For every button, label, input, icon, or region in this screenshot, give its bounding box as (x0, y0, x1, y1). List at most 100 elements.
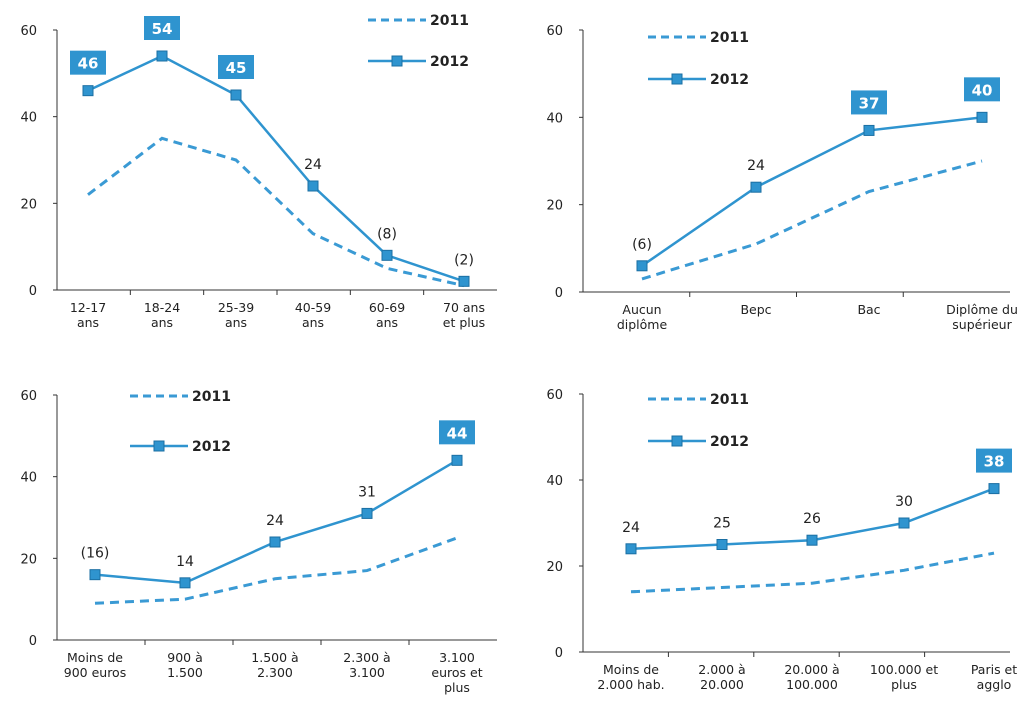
data-label: 37 (859, 94, 880, 112)
legend-label-2012: 2012 (430, 54, 469, 70)
data-label: 31 (358, 484, 376, 500)
x-tick-label: Bepc (740, 302, 771, 317)
data-point-2012 (307, 180, 319, 192)
y-tick-label: 40 (20, 471, 37, 486)
y-tick-label: 40 (20, 111, 37, 126)
data-point-2012 (156, 50, 168, 62)
series-line-2011 (630, 551, 995, 594)
data-label: 24 (747, 158, 765, 174)
data-point-2012 (381, 249, 393, 261)
data-label: 54 (152, 20, 173, 38)
x-tick-label: 3.100 euros et plus (431, 650, 482, 695)
x-tick-label: 2.300 à 3.100 (343, 650, 390, 680)
x-tick-label: 1.500 à 2.300 (251, 650, 298, 680)
data-point-2012 (976, 111, 988, 123)
legend-marker-2012 (391, 55, 403, 67)
legend-label-2012: 2012 (192, 439, 231, 455)
data-label: (16) (81, 546, 110, 562)
chart-panel-3: 0 20 40 60 Moins de 900 euros 900 à 1.500 1.500 … (20, 389, 497, 695)
x-tick-label: 12-17 ans (70, 300, 106, 330)
x-tick-label: Diplôme du supérieur (946, 302, 1018, 332)
data-label: 40 (972, 81, 993, 99)
legend-label-2012: 2012 (710, 72, 749, 88)
data-label-box (218, 55, 254, 79)
data-label: 25 (713, 516, 731, 532)
series-line-2011 (641, 159, 983, 281)
data-point-2012 (269, 536, 281, 548)
y-tick-label: 0 (29, 634, 37, 649)
data-point-2012 (750, 181, 762, 193)
y-tick-label: 20 (20, 552, 37, 567)
data-label: 24 (304, 157, 322, 173)
y-tick-label: 0 (555, 646, 563, 661)
data-label: 30 (895, 494, 913, 510)
y-tick-label: 0 (555, 286, 563, 301)
y-tick-label: 40 (546, 111, 563, 126)
legend-marker-2012 (671, 435, 683, 447)
data-label: (8) (377, 226, 397, 242)
legend-label-2011: 2011 (710, 392, 749, 408)
chart-panel-1: 0 20 40 60 12-17 ans 18-24 ans 25-39 ans 40-59 ans 6… (20, 13, 497, 330)
x-tick-label: Moins de 900 euros (64, 650, 126, 680)
chart-panel-2: 0 20 40 60 Aucun diplôme Bepc Bac Diplôme du supé… (546, 24, 1017, 332)
y-tick-label: 20 (546, 199, 563, 214)
x-tick-label: 100.000 et plus (870, 662, 938, 692)
data-point-2012 (636, 260, 648, 272)
data-point-2012 (806, 534, 818, 546)
data-point-2012 (179, 577, 191, 589)
data-point-2012 (988, 483, 1000, 495)
data-label-box (851, 90, 887, 115)
data-label: 38 (984, 453, 1005, 471)
data-point-2012 (716, 539, 728, 550)
x-tick-label: 60-69 ans (369, 300, 405, 330)
y-tick-label: 0 (29, 284, 37, 299)
data-label: (6) (632, 237, 652, 253)
data-point-2012 (458, 275, 470, 287)
y-tick-label: 20 (546, 560, 563, 575)
series-line-2011 (94, 536, 458, 605)
x-tick-label: Moins de 2.000 hab. (597, 662, 664, 692)
x-tick-label: Aucun diplôme (617, 302, 668, 332)
x-tick-label: 18-24 ans (144, 300, 180, 330)
x-tick-label: 70 ans et plus (443, 300, 485, 330)
y-tick-label: 60 (546, 388, 563, 403)
x-tick-label: 40-59 ans (295, 300, 331, 330)
data-label-box (70, 50, 106, 75)
x-tick-label: 25-39 ans (218, 300, 254, 330)
x-tick-label: 20.000 à 100.000 (784, 662, 839, 692)
x-tick-label: Paris et agglo (971, 662, 1017, 692)
data-label: 46 (78, 55, 99, 73)
y-tick-label: 60 (20, 24, 37, 39)
data-point-2012 (230, 89, 242, 101)
data-label: 14 (176, 554, 194, 570)
y-tick-label: 60 (20, 389, 37, 404)
data-label-box (439, 420, 475, 445)
data-point-2012 (898, 517, 910, 529)
data-point-2012 (82, 85, 94, 97)
series-line-2012 (641, 116, 983, 267)
data-label-box (144, 16, 180, 40)
data-point-2012 (361, 507, 373, 519)
legend-label-2012: 2012 (710, 434, 749, 450)
data-label-box (976, 448, 1012, 473)
data-point-2012 (863, 124, 875, 136)
data-point-2012 (451, 454, 463, 466)
data-label: 24 (266, 513, 284, 529)
legend-label-2011: 2011 (430, 13, 469, 29)
chart-panel-4: 0 20 40 60 Moins de 2.000 hab. 2.000 à 20.000 20… (546, 388, 1017, 692)
y-tick-label: 60 (546, 24, 563, 39)
data-label: 45 (226, 59, 247, 77)
x-tick-label: Bac (857, 302, 880, 317)
legend-marker-2012 (153, 440, 165, 452)
data-label: 24 (622, 520, 640, 536)
data-label: 44 (447, 424, 468, 442)
data-label: (2) (454, 252, 474, 268)
y-tick-label: 40 (546, 474, 563, 489)
legend-marker-2012 (671, 73, 683, 85)
x-tick-label: 2.000 à 20.000 (698, 662, 745, 692)
y-tick-label: 20 (20, 197, 37, 212)
x-tick-label: 900 à 1.500 (167, 650, 203, 680)
series-line-2011 (87, 136, 465, 288)
legend-label-2011: 2011 (192, 389, 231, 405)
